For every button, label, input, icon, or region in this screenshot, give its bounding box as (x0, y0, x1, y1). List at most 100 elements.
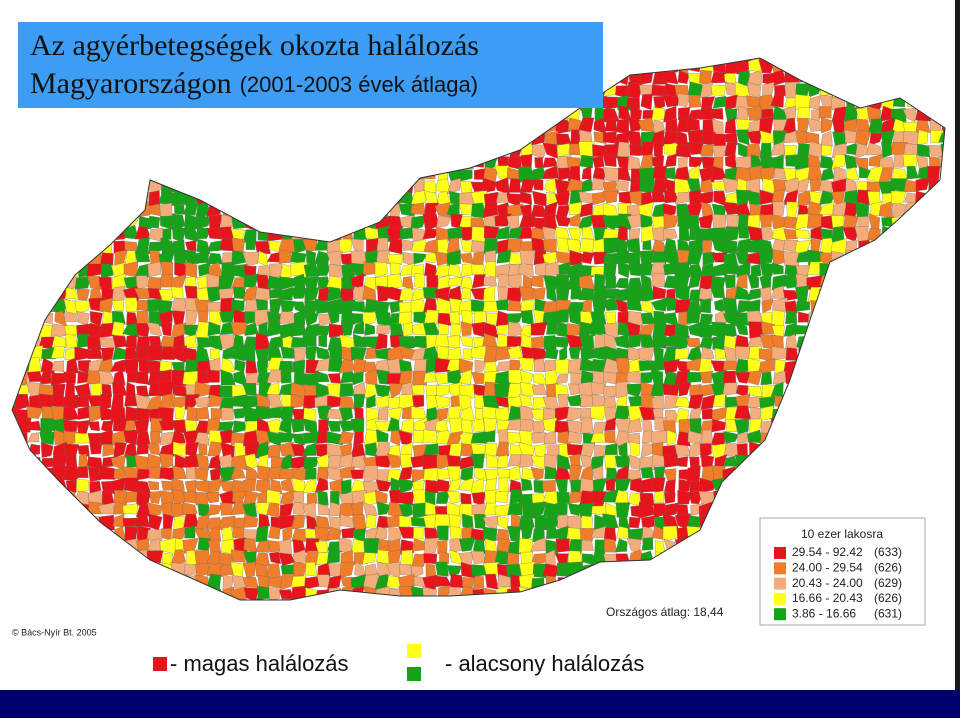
district (303, 407, 317, 423)
district (507, 552, 520, 566)
district (304, 562, 318, 577)
district (242, 562, 256, 579)
district (352, 514, 367, 531)
district (604, 431, 616, 444)
district (134, 288, 152, 300)
district (701, 156, 715, 169)
district (628, 334, 642, 349)
district (338, 420, 355, 432)
district (206, 286, 221, 303)
district (663, 213, 680, 229)
district (255, 405, 272, 421)
district (568, 358, 582, 375)
district (434, 395, 451, 410)
district (255, 525, 269, 542)
district (509, 465, 521, 482)
district (254, 309, 270, 327)
legend-count: (626) (874, 560, 902, 574)
district (590, 214, 608, 229)
district (640, 141, 655, 157)
district (578, 191, 594, 204)
district (413, 252, 428, 265)
district (100, 252, 114, 266)
district (639, 322, 655, 338)
district (231, 299, 245, 312)
district (389, 489, 401, 504)
district (327, 310, 340, 325)
district (197, 371, 211, 384)
district (293, 347, 308, 363)
district (482, 430, 496, 443)
district (747, 252, 761, 265)
district (87, 421, 100, 432)
district (581, 165, 592, 180)
district (482, 301, 499, 313)
district (531, 432, 547, 444)
district (124, 250, 137, 267)
district (605, 275, 617, 290)
district (532, 419, 546, 434)
legend-range: 20.43 - 24.00 (792, 576, 863, 590)
district (603, 297, 618, 311)
district (374, 262, 388, 278)
district (579, 154, 594, 169)
district (797, 143, 810, 158)
district (423, 467, 439, 483)
district (519, 178, 536, 193)
district (221, 407, 234, 421)
district (662, 203, 677, 218)
district (483, 261, 499, 279)
district (638, 285, 655, 303)
district (602, 131, 617, 144)
district (293, 491, 304, 503)
district (174, 405, 186, 420)
district (63, 371, 76, 386)
district (686, 371, 702, 383)
district (666, 429, 677, 446)
district (278, 432, 295, 443)
district (206, 491, 220, 503)
district (254, 241, 271, 255)
district (351, 262, 367, 277)
district (340, 479, 352, 495)
district (278, 589, 294, 600)
district (195, 407, 210, 420)
district (855, 201, 870, 217)
district (293, 561, 307, 577)
district (687, 202, 703, 216)
district (410, 215, 427, 231)
right-edge (955, 0, 960, 690)
district (783, 274, 797, 289)
district (651, 477, 666, 493)
district (422, 227, 440, 240)
district (354, 358, 367, 374)
district (747, 288, 762, 301)
district (544, 346, 559, 360)
low-label: - alacsony halálozás (445, 651, 644, 676)
district (627, 405, 642, 422)
district (353, 431, 364, 446)
district (76, 478, 90, 493)
district (554, 178, 570, 195)
district (447, 178, 461, 195)
district (136, 385, 149, 397)
district (207, 369, 220, 383)
district (570, 372, 583, 385)
district (494, 504, 510, 517)
district (423, 553, 438, 564)
district (653, 95, 666, 110)
district (568, 383, 582, 396)
district (446, 491, 461, 504)
district (89, 442, 102, 455)
district (580, 465, 594, 480)
district (674, 178, 692, 195)
district (724, 274, 736, 289)
district (207, 394, 224, 408)
district (663, 105, 677, 123)
legend-swatch (774, 562, 786, 575)
district (567, 431, 582, 444)
district (554, 336, 570, 349)
district (543, 502, 559, 518)
district (581, 251, 595, 264)
